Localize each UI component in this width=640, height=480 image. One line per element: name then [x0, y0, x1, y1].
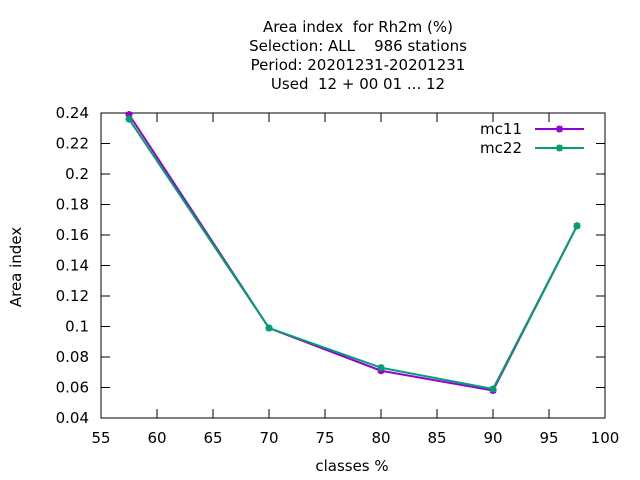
legend-marker-mc22 [556, 144, 563, 152]
y-tick-label-8: 0.2 [65, 165, 89, 183]
x-tick-label-3: 70 [259, 429, 278, 447]
title-line-0: Area index for Rh2m (%) [263, 18, 453, 36]
legend-label-mc22: mc22 [480, 139, 522, 157]
y-axis-label: Area index [7, 227, 25, 307]
point-mc22-4 [573, 222, 581, 230]
y-tick-label-5: 0.14 [56, 257, 89, 275]
ticks: 55 60 65 70 75 80 85 90 95 100 0.04 0.06 0.08 0.1 0.12… [56, 104, 620, 447]
plot-frame [100, 112, 606, 419]
x-tick-label-7: 90 [483, 429, 502, 447]
point-mc22-1 [265, 324, 273, 332]
title-line-3: Used 12 + 00 01 ... 12 [271, 75, 445, 93]
y-tick-label-2: 0.08 [56, 348, 89, 366]
y-tick-label-9: 0.22 [56, 135, 89, 153]
x-tick-label-8: 95 [539, 429, 558, 447]
series-line-mc22 [128, 118, 578, 391]
y-tick-label-10: 0.24 [56, 104, 89, 122]
x-tick-label-6: 85 [427, 429, 446, 447]
x-tick-label-5: 80 [371, 429, 390, 447]
point-mc22-3 [489, 385, 497, 393]
chart-title: Area index for Rh2m (%)Selection: ALL 98… [249, 18, 467, 93]
y-tick-label-1: 0.06 [56, 379, 89, 397]
axes [100, 112, 606, 419]
y-tick-label-7: 0.18 [56, 196, 89, 214]
legend-label-mc11: mc11 [480, 120, 522, 138]
y-tick-label-4: 0.12 [56, 287, 89, 305]
x-tick-label-2: 65 [203, 429, 222, 447]
x-axis-label: classes % [315, 457, 388, 475]
x-tick-label-1: 60 [147, 429, 166, 447]
x-tick-label-0: 55 [91, 429, 110, 447]
y-tick-label-3: 0.1 [65, 318, 89, 336]
point-mc22-0 [125, 115, 133, 123]
legend-marker-mc11 [556, 125, 563, 133]
title-line-2: Period: 20201231-20201231 [251, 56, 466, 74]
x-tick-label-4: 75 [315, 429, 334, 447]
y-tick-label-6: 0.16 [56, 226, 89, 244]
y-tick-label-0: 0.04 [56, 409, 89, 427]
title-line-1: Selection: ALL 986 stations [249, 37, 467, 55]
point-mc22-2 [377, 364, 385, 372]
series [125, 111, 581, 395]
x-tick-label-9: 100 [591, 429, 620, 447]
